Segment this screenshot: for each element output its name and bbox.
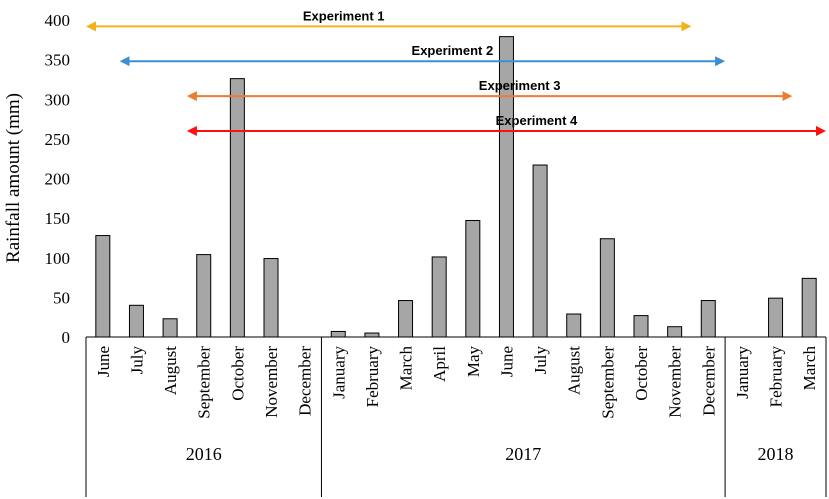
x-tick-label: March bbox=[397, 346, 416, 391]
x-tick-label: September bbox=[195, 346, 214, 419]
x-tick-label: July bbox=[127, 346, 146, 375]
bar bbox=[599, 238, 615, 338]
x-tick-label: April bbox=[430, 346, 449, 382]
x-tick-label: June bbox=[497, 346, 516, 377]
bar bbox=[128, 304, 144, 338]
x-tick-label: January bbox=[733, 346, 752, 399]
bar bbox=[162, 318, 178, 338]
x-tick-label: November bbox=[262, 346, 281, 418]
x-tick-label: July bbox=[531, 346, 550, 375]
bar bbox=[229, 78, 245, 338]
x-tick-label: August bbox=[565, 346, 584, 395]
experiment-label: Experiment 2 bbox=[412, 43, 494, 58]
bar bbox=[465, 220, 481, 338]
bar bbox=[431, 256, 447, 338]
year-groups: 2016 2017 2018 bbox=[85, 337, 827, 497]
y-tick-label: 400 bbox=[45, 11, 71, 30]
year-label: 2017 bbox=[505, 444, 541, 464]
y-tick-label: 200 bbox=[45, 170, 71, 189]
x-tick-label: November bbox=[666, 346, 685, 418]
x-tick-label: October bbox=[228, 346, 247, 401]
bar bbox=[330, 330, 346, 338]
year-label: 2018 bbox=[758, 444, 794, 464]
bars bbox=[95, 36, 817, 338]
x-tick-label: December bbox=[699, 346, 718, 416]
experiment-label: Experiment 4 bbox=[496, 113, 578, 128]
x-tick-label: January bbox=[329, 346, 348, 399]
x-tick-label: October bbox=[632, 346, 651, 401]
x-tick-label: February bbox=[363, 346, 382, 408]
bar bbox=[667, 326, 683, 338]
year-label: 2016 bbox=[186, 444, 222, 464]
bar bbox=[95, 235, 111, 338]
bar bbox=[398, 300, 414, 338]
bar bbox=[263, 258, 279, 338]
y-tick-label: 50 bbox=[53, 288, 70, 307]
y-axis: 0 50 100 150 200 250 300 350 400 bbox=[45, 11, 71, 347]
y-tick-label: 100 bbox=[45, 249, 71, 268]
x-tick-label: September bbox=[598, 346, 617, 419]
bar bbox=[364, 332, 380, 338]
y-tick-label: 300 bbox=[45, 90, 71, 109]
bar bbox=[768, 297, 784, 338]
x-tick-label: June bbox=[94, 346, 113, 377]
y-tick-label: 0 bbox=[62, 328, 71, 347]
y-tick-label: 150 bbox=[45, 209, 71, 228]
bar bbox=[566, 313, 582, 338]
y-axis-title: Rainfall amount (mm) bbox=[3, 93, 24, 263]
x-tick-label: August bbox=[161, 346, 180, 395]
x-tick-label: May bbox=[464, 346, 483, 378]
y-tick-label: 250 bbox=[45, 130, 71, 149]
bar bbox=[532, 164, 548, 338]
bar bbox=[700, 300, 716, 338]
bar bbox=[196, 254, 212, 338]
x-tick-label: March bbox=[800, 346, 819, 391]
bar bbox=[633, 315, 649, 338]
x-tick-label: February bbox=[767, 346, 786, 408]
x-tick-label: December bbox=[296, 346, 315, 416]
experiment-label: Experiment 1 bbox=[303, 8, 385, 23]
experiment-arrows: Experiment 1 Experiment 2 Experiment 3 Expe… bbox=[86, 8, 826, 136]
y-tick-label: 350 bbox=[45, 51, 71, 70]
bar bbox=[801, 277, 817, 338]
experiment-label: Experiment 3 bbox=[479, 78, 561, 93]
x-axis: June July August September October November De… bbox=[86, 336, 826, 419]
